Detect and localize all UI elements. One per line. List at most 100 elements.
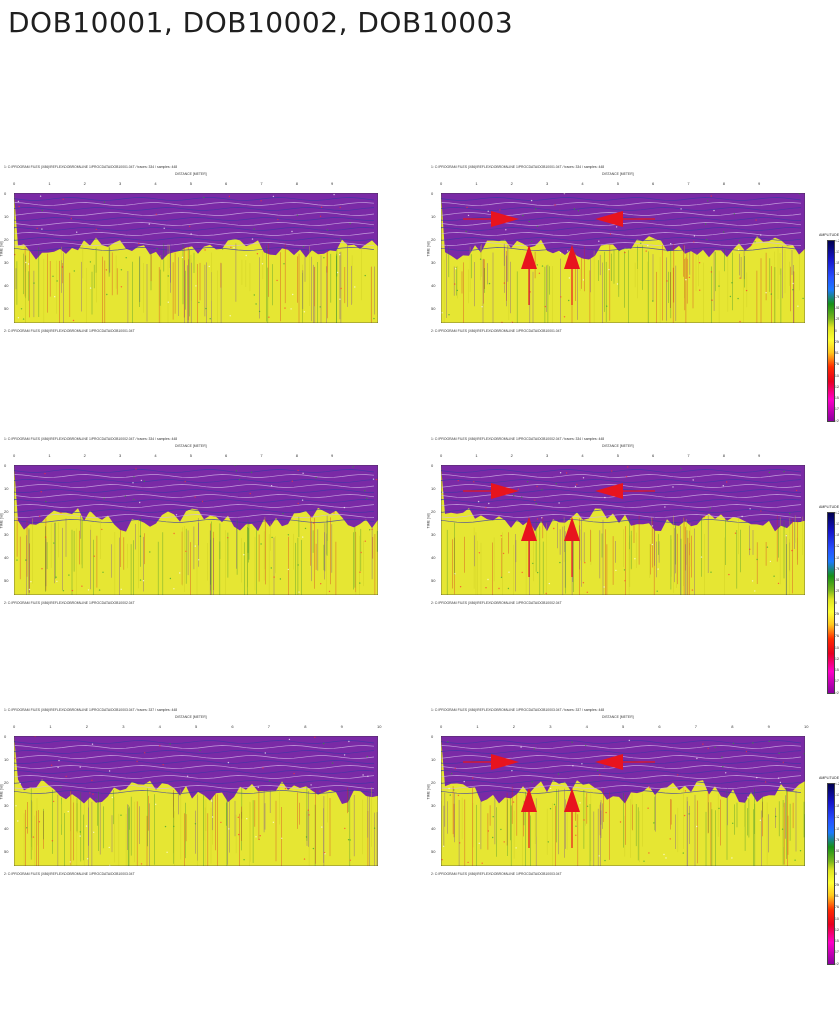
distance-tick-label: 0 xyxy=(440,181,443,186)
time-tick-label: 20 xyxy=(4,780,9,785)
panel-footer: 2: C:\PROGRAM FILES (X86)\REFLEX\DOBROM\… xyxy=(431,601,562,605)
radargram-panel: 1: C:\PROGRAM FILES (X86)\REFLEX\DOBROM\… xyxy=(0,708,412,1008)
distance-tick-label: 8 xyxy=(295,453,298,458)
time-tick-label: 10 xyxy=(431,757,436,762)
time-tick-label: 20 xyxy=(4,509,9,514)
colorbar-label: >2048 xyxy=(835,690,839,695)
colorbar-label: 1792 xyxy=(835,679,839,684)
distance-tick-label: 2 xyxy=(83,181,86,186)
time-tick-label: 0 xyxy=(4,734,7,739)
colorbar-label: <-2048 xyxy=(835,510,839,515)
distance-tick-label: 9 xyxy=(331,453,334,458)
right-arrow-icon xyxy=(463,483,519,499)
time-tick-label: 10 xyxy=(4,214,9,219)
colorbar-label: -1024 xyxy=(835,283,839,288)
colorbar-label: <-2048 xyxy=(835,781,839,786)
time-tick-label: 40 xyxy=(431,283,436,288)
colorbar-label: -1536 xyxy=(835,533,839,537)
distance-axis-label: DISTANCE [METER] xyxy=(175,444,207,448)
time-tick-label: 30 xyxy=(4,532,9,537)
time-tick-label: 20 xyxy=(431,237,436,242)
annotation-arrows xyxy=(463,754,655,848)
distance-tick-label: 9 xyxy=(340,724,343,729)
time-tick-label: 20 xyxy=(4,237,9,242)
distance-tick-label: 1 xyxy=(48,181,51,186)
colorbar-label: 1024 xyxy=(835,645,839,650)
colorbar-label: 1280 xyxy=(835,927,839,932)
colorbar-label: 512 xyxy=(835,351,839,355)
distance-axis-label: DISTANCE [METER] xyxy=(175,715,207,719)
time-axis-label: TIME [ns] xyxy=(426,784,431,800)
time-tick-label: 40 xyxy=(4,555,9,560)
distance-tick-label: 2 xyxy=(85,724,89,729)
distance-tick-label: 6 xyxy=(652,181,655,186)
distance-tick-label: 3 xyxy=(546,181,549,186)
time-tick-label: 30 xyxy=(4,803,9,808)
colorbar-label: >2048 xyxy=(835,418,839,423)
distance-tick-label: 1 xyxy=(475,453,478,458)
distance-tick-label: 0 xyxy=(13,181,16,186)
colorbar-label: 768 xyxy=(835,362,839,367)
colorbar-label: 1792 xyxy=(835,407,839,412)
amplitude-colorbar xyxy=(827,240,835,422)
distance-tick-label: 4 xyxy=(581,181,584,186)
colorbar-label: 512 xyxy=(835,894,839,898)
colorbar-label: 1280 xyxy=(835,384,839,389)
panel-header: 1: C:\PROGRAM FILES (X86)\REFLEX\DOBROM\… xyxy=(4,165,178,169)
colorbar-title: AMPLITUDE xyxy=(819,776,839,780)
distance-tick-label: 5 xyxy=(189,181,192,186)
time-tick-label: 30 xyxy=(431,532,436,537)
distance-tick-label: 7 xyxy=(267,724,271,729)
distance-tick-label: 0 xyxy=(13,453,16,458)
radargram-panel: 1: C:\PROGRAM FILES (X86)\REFLEX\DOBROM\… xyxy=(0,437,412,737)
colorbar-label: -256 xyxy=(835,860,839,865)
colorbar-title: AMPLITUDE xyxy=(819,233,839,237)
colorbar-label: -512 xyxy=(835,578,839,582)
colorbar-label: -512 xyxy=(835,849,839,853)
time-tick-label: 40 xyxy=(431,555,436,560)
time-tick-label: 50 xyxy=(431,578,436,583)
colorbar-label: 1536 xyxy=(835,668,839,672)
up-arrow-icon xyxy=(521,517,537,577)
distance-tick-label: 5 xyxy=(616,181,619,186)
time-tick-label: 30 xyxy=(431,803,436,808)
colorbar-label: -1024 xyxy=(835,826,839,831)
colorbar-label: -256 xyxy=(835,317,839,322)
colorbar-label: -768 xyxy=(835,837,839,842)
distance-tick-label: 8 xyxy=(731,724,734,729)
up-arrow-icon xyxy=(564,788,580,848)
time-tick-label: 10 xyxy=(431,214,436,219)
colorbar-label: -256 xyxy=(835,589,839,594)
distance-tick-label: 2 xyxy=(83,453,86,458)
colorbar-label: -768 xyxy=(835,566,839,571)
time-tick-label: 20 xyxy=(431,780,436,785)
distance-axis-label: DISTANCE [METER] xyxy=(602,444,634,448)
distance-tick-label: 8 xyxy=(722,181,725,186)
panel-footer: 2: C:\PROGRAM FILES (X86)\REFLEX\DOBROM\… xyxy=(431,329,562,333)
distance-tick-label: 0 xyxy=(13,724,16,729)
distance-tick-label: 2 xyxy=(510,453,513,458)
colorbar-label: 768 xyxy=(835,905,839,910)
colorbar-label: -1024 xyxy=(835,555,839,560)
time-tick-label: 30 xyxy=(4,260,9,265)
colorbar-label: 1024 xyxy=(835,916,839,921)
distance-tick-label: 6 xyxy=(652,453,655,458)
distance-tick-label: 7 xyxy=(260,453,263,458)
colorbar-label: -1792 xyxy=(835,249,839,254)
time-axis-label: TIME [ns] xyxy=(0,513,4,529)
colorbar-label: -1280 xyxy=(835,815,839,820)
distance-tick-label: 3 xyxy=(549,724,552,729)
colorbar-label: -1536 xyxy=(835,804,839,808)
distance-tick-label: 6 xyxy=(658,724,661,729)
colorbar-label: >2048 xyxy=(835,961,839,966)
colorbar-label: 768 xyxy=(835,634,839,639)
panel-footer: 2: C:\PROGRAM FILES (X86)\REFLEX\DOBROM\… xyxy=(4,872,135,876)
colorbar-label: 1536 xyxy=(835,396,839,400)
colorbar-label: <-2048 xyxy=(835,238,839,243)
panel-header: 1: C:\PROGRAM FILES (X86)\REFLEX\DOBROM\… xyxy=(4,708,178,712)
distance-axis-label: DISTANCE [METER] xyxy=(602,172,634,176)
up-arrow-icon xyxy=(564,517,580,577)
colorbar-label: 1792 xyxy=(835,950,839,955)
panel-footer: 2: C:\PROGRAM FILES (X86)\REFLEX\DOBROM\… xyxy=(4,329,135,333)
distance-tick-label: 4 xyxy=(158,724,161,729)
